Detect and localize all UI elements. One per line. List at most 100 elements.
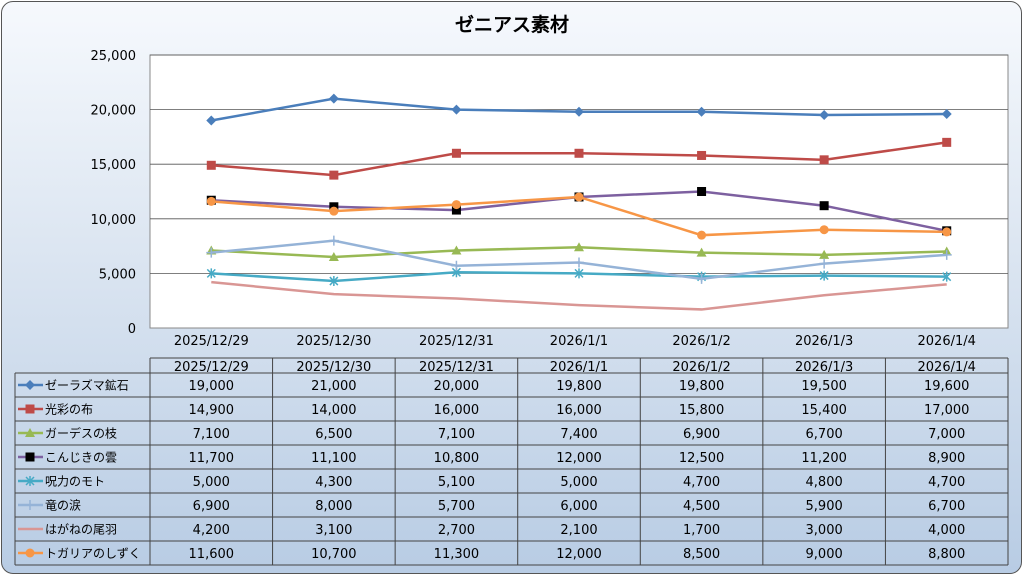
table-cell: 4,700 — [683, 475, 720, 490]
table-cell: 8,500 — [683, 547, 720, 562]
data-point — [697, 230, 707, 240]
data-point — [819, 258, 830, 269]
table-cell: 6,000 — [560, 499, 597, 514]
legend-label: はがねの尾羽 — [45, 522, 117, 537]
table-header: 2025/12/30 — [296, 360, 371, 375]
table-cell: 12,000 — [556, 547, 602, 562]
table-cell: 2,700 — [438, 523, 475, 538]
table-cell: 5,100 — [438, 475, 475, 490]
legend-label: トガリアのしずく — [45, 547, 141, 561]
data-point — [451, 148, 461, 158]
data-point — [819, 225, 829, 235]
table-cell: 8,000 — [315, 499, 352, 514]
table-cell: 11,600 — [189, 547, 235, 562]
table-cell: 8,900 — [928, 451, 965, 466]
data-point — [697, 187, 707, 196]
table-cell: 4,500 — [683, 499, 720, 514]
data-point — [696, 106, 707, 117]
table-cell: 19,500 — [801, 379, 847, 394]
x-tick-label: 2025/12/31 — [419, 334, 494, 349]
legend-label: 呪力のモト — [45, 475, 105, 489]
x-tick-label: 2026/1/1 — [550, 334, 608, 349]
table-cell: 6,500 — [315, 427, 352, 442]
data-point — [451, 260, 462, 271]
data-point — [942, 271, 952, 282]
data-point — [574, 257, 584, 268]
table-header: 2025/12/29 — [174, 360, 249, 375]
table-cell: 6,700 — [928, 499, 965, 514]
legend-marker — [25, 548, 35, 558]
data-point — [451, 245, 462, 255]
series-line-6 — [211, 280, 947, 311]
data-point — [328, 235, 339, 246]
table-cell: 6,700 — [806, 427, 843, 442]
table-header: 2026/1/1 — [550, 360, 608, 375]
table-cell: 4,000 — [928, 523, 965, 538]
table-cell: 10,800 — [434, 451, 480, 466]
legend-label: こんじきの雲 — [45, 451, 117, 465]
table-cell: 5,000 — [560, 475, 597, 490]
table-cell: 7,100 — [193, 427, 230, 442]
data-point — [451, 200, 461, 210]
legend-marker — [25, 428, 35, 437]
data-point — [819, 249, 830, 259]
legend-marker — [25, 452, 35, 462]
data-point — [819, 155, 829, 165]
data-point — [574, 242, 584, 252]
table-cell: 19,000 — [189, 379, 235, 394]
data-point — [696, 273, 707, 284]
table-cell: 7,000 — [928, 427, 965, 442]
table-cell: 4,700 — [928, 475, 965, 490]
x-tick-label: 2025/12/30 — [296, 334, 371, 349]
data-point — [329, 170, 339, 180]
data-point — [696, 247, 707, 257]
table-cell: 11,200 — [801, 451, 847, 466]
legend-label: 竜の涙 — [45, 498, 81, 513]
legend-marker — [25, 500, 35, 510]
table-cell: 2,100 — [560, 523, 597, 538]
legend-marker — [25, 404, 35, 414]
table-cell: 7,400 — [560, 427, 597, 442]
table-cell: 4,800 — [806, 475, 843, 490]
legend-marker — [25, 380, 35, 390]
table-cell: 12,500 — [679, 451, 725, 466]
y-tick-label: 10,000 — [91, 213, 137, 228]
data-point — [328, 93, 339, 104]
table-cell: 14,900 — [189, 403, 235, 418]
table-cell: 17,000 — [924, 403, 970, 418]
plot-area — [149, 54, 1009, 329]
table-cell: 3,100 — [315, 523, 352, 538]
table-cell: 9,000 — [806, 547, 843, 562]
data-point — [328, 252, 339, 262]
data-point — [697, 150, 707, 160]
table-header: 2026/1/4 — [918, 360, 976, 375]
table-cell: 16,000 — [434, 403, 480, 418]
data-point — [942, 137, 952, 147]
table-cell: 19,800 — [679, 379, 725, 394]
data-point — [819, 201, 829, 211]
table-cell: 6,900 — [193, 499, 230, 514]
data-point — [206, 268, 216, 279]
table-cell: 16,000 — [556, 403, 602, 418]
table-cell: 5,000 — [193, 475, 230, 490]
data-point — [329, 206, 339, 216]
x-tick-label: 2025/12/29 — [174, 334, 249, 349]
table-cell: 12,000 — [556, 451, 602, 466]
x-tick-label: 2026/1/3 — [795, 334, 853, 349]
y-tick-label: 20,000 — [91, 104, 137, 119]
table-header: 2025/12/31 — [419, 360, 494, 375]
table-cell: 11,700 — [189, 451, 235, 466]
data-point — [574, 268, 584, 279]
data-point — [941, 249, 952, 260]
table-cell: 10,700 — [311, 547, 357, 562]
data-point — [206, 196, 216, 206]
data-point — [819, 110, 830, 121]
table-cell: 11,300 — [434, 547, 480, 562]
table-header: 2026/1/2 — [672, 360, 730, 375]
y-tick-label: 5,000 — [99, 267, 136, 282]
data-point — [574, 148, 584, 158]
table-cell: 4,200 — [193, 523, 230, 538]
data-point — [451, 104, 462, 115]
table-cell: 19,800 — [556, 379, 602, 394]
